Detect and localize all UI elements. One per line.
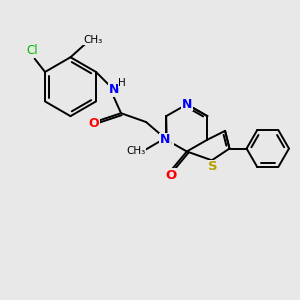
Text: N: N [109,83,119,96]
Text: CH₃: CH₃ [84,34,103,45]
Text: Cl: Cl [26,44,38,57]
Text: S: S [208,160,217,173]
Text: CH₃: CH₃ [127,146,146,157]
Text: N: N [160,133,170,146]
Text: N: N [182,98,192,111]
Text: H: H [118,78,125,88]
Text: O: O [165,169,176,182]
Text: O: O [88,117,99,130]
Text: S: S [163,136,173,149]
